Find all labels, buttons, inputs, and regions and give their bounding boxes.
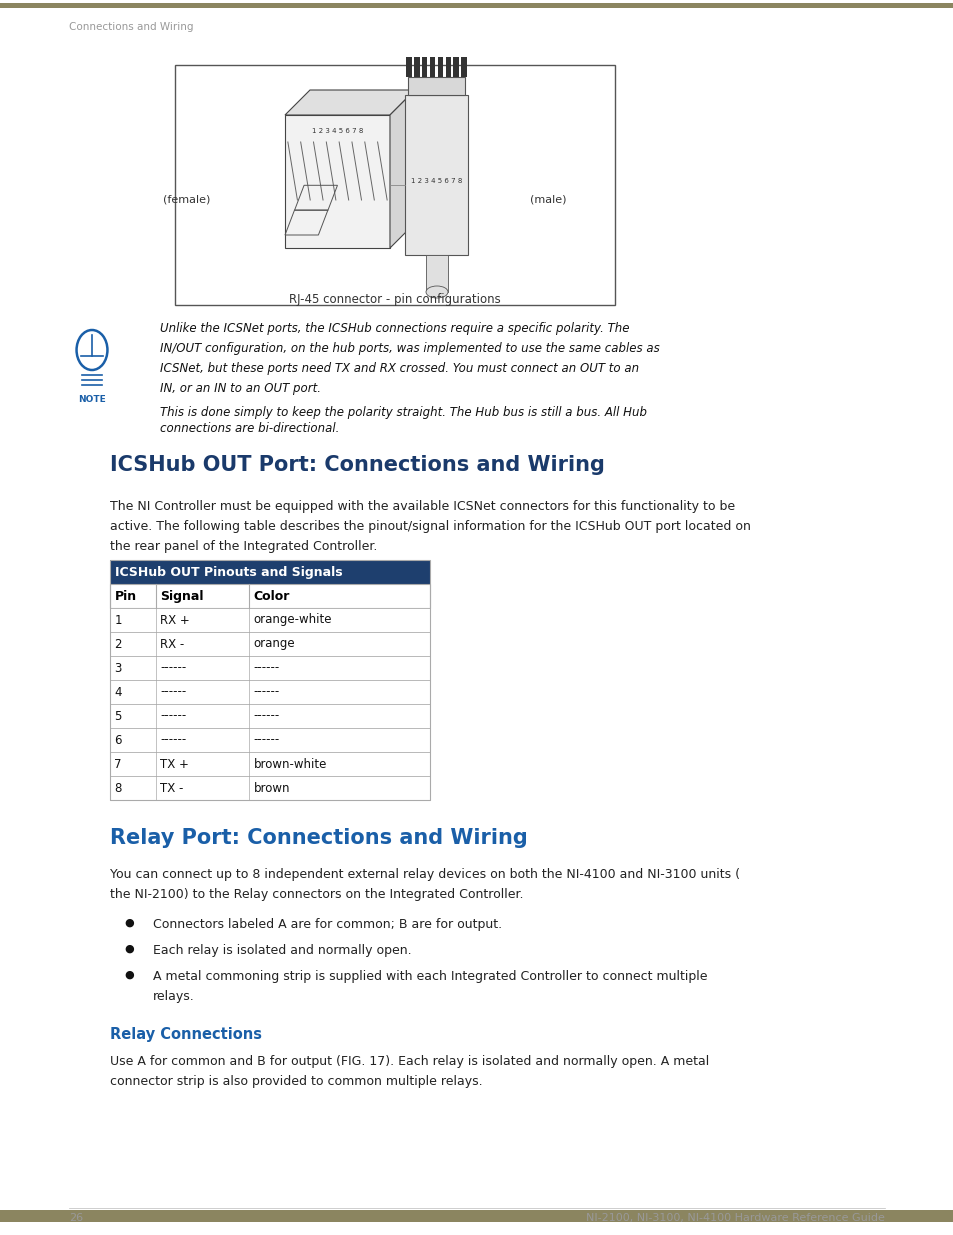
- Bar: [110, 656, 430, 680]
- Ellipse shape: [426, 287, 448, 298]
- Text: NOTE: NOTE: [78, 395, 106, 404]
- Text: connector strip is also provided to common multiple relays.: connector strip is also provided to comm…: [110, 1074, 482, 1088]
- Text: Connectors labeled A are for common; B are for output.: Connectors labeled A are for common; B a…: [152, 918, 501, 931]
- Bar: [0, 1210, 953, 1221]
- Bar: [110, 776, 430, 800]
- Bar: [285, 115, 390, 248]
- Text: Use A for common and B for output (FIG. 17). Each relay is isolated and normally: Use A for common and B for output (FIG. …: [110, 1055, 708, 1068]
- Text: 26: 26: [69, 1213, 83, 1223]
- Text: ------: ------: [160, 685, 187, 699]
- Text: ICSHub OUT Port: Connections and Wiring: ICSHub OUT Port: Connections and Wiring: [110, 454, 604, 475]
- Bar: [406, 57, 412, 77]
- Text: Color: Color: [253, 589, 290, 603]
- Text: ICSHub OUT Pinouts and Signals: ICSHub OUT Pinouts and Signals: [115, 566, 343, 578]
- Text: ●: ●: [124, 944, 133, 953]
- Text: IN, or an IN to an OUT port.: IN, or an IN to an OUT port.: [160, 382, 320, 395]
- Text: the NI-2100) to the Relay connectors on the Integrated Controller.: the NI-2100) to the Relay connectors on …: [110, 888, 522, 902]
- Text: This is done simply to keep the polarity straight. The Hub bus is still a bus. A: This is done simply to keep the polarity…: [160, 406, 646, 419]
- Text: TX +: TX +: [160, 757, 189, 771]
- Bar: [110, 632, 430, 656]
- Polygon shape: [285, 90, 415, 115]
- Text: Each relay is isolated and normally open.: Each relay is isolated and normally open…: [152, 944, 411, 957]
- Text: Signal: Signal: [160, 589, 204, 603]
- Bar: [110, 704, 430, 727]
- Text: Pin: Pin: [114, 589, 136, 603]
- Bar: [437, 57, 443, 77]
- Text: ●: ●: [124, 918, 133, 927]
- Text: ------: ------: [253, 734, 280, 746]
- Bar: [408, 77, 465, 95]
- Bar: [421, 57, 427, 77]
- Text: ●: ●: [124, 969, 133, 981]
- Text: You can connect up to 8 independent external relay devices on both the NI-4100 a: You can connect up to 8 independent exte…: [110, 868, 739, 881]
- Bar: [110, 727, 430, 752]
- Bar: [110, 752, 430, 776]
- Text: ------: ------: [160, 709, 187, 722]
- Bar: [414, 57, 419, 77]
- Text: 5: 5: [114, 709, 122, 722]
- Text: relays.: relays.: [152, 990, 194, 1003]
- Text: 1: 1: [114, 614, 122, 626]
- Text: 3: 3: [114, 662, 122, 674]
- Bar: [426, 254, 448, 291]
- Text: ------: ------: [253, 662, 280, 674]
- Bar: [0, 2, 953, 7]
- Text: Unlike the ICSNet ports, the ICSHub connections require a specific polarity. The: Unlike the ICSNet ports, the ICSHub conn…: [160, 322, 629, 335]
- Text: ------: ------: [253, 685, 280, 699]
- Bar: [110, 559, 430, 584]
- Text: TX -: TX -: [160, 782, 184, 794]
- Text: 8: 8: [114, 782, 122, 794]
- Bar: [405, 95, 468, 254]
- Text: RX +: RX +: [160, 614, 190, 626]
- Bar: [429, 57, 435, 77]
- Text: ------: ------: [160, 734, 187, 746]
- Text: ------: ------: [160, 662, 187, 674]
- Text: 4: 4: [114, 685, 122, 699]
- Text: (male): (male): [530, 195, 566, 205]
- Bar: [110, 680, 430, 704]
- Text: A metal commoning strip is supplied with each Integrated Controller to connect m: A metal commoning strip is supplied with…: [152, 969, 706, 983]
- Text: 6: 6: [114, 734, 122, 746]
- Bar: [174, 65, 615, 305]
- Circle shape: [76, 330, 108, 370]
- Text: the rear panel of the Integrated Controller.: the rear panel of the Integrated Control…: [110, 540, 376, 553]
- Text: active. The following table describes the pinout/signal information for the ICSH: active. The following table describes th…: [110, 520, 750, 534]
- Text: RX -: RX -: [160, 637, 184, 651]
- Text: IN/OUT configuration, on the hub ports, was implemented to use the same cables a: IN/OUT configuration, on the hub ports, …: [160, 342, 659, 354]
- Bar: [461, 57, 467, 77]
- Text: orange-white: orange-white: [253, 614, 332, 626]
- Text: Relay Port: Connections and Wiring: Relay Port: Connections and Wiring: [110, 827, 527, 848]
- Polygon shape: [390, 90, 415, 248]
- Bar: [453, 57, 458, 77]
- Bar: [110, 559, 430, 800]
- Text: orange: orange: [253, 637, 295, 651]
- Text: ------: ------: [253, 709, 280, 722]
- Text: 7: 7: [114, 757, 122, 771]
- Bar: [445, 57, 451, 77]
- Text: (female): (female): [162, 195, 210, 205]
- Text: connections are bi-directional.: connections are bi-directional.: [160, 422, 339, 435]
- Text: The NI Controller must be equipped with the available ICSNet connectors for this: The NI Controller must be equipped with …: [110, 500, 734, 513]
- Text: 2: 2: [114, 637, 122, 651]
- Text: brown: brown: [253, 782, 290, 794]
- Text: 1 2 3 4 5 6 7 8: 1 2 3 4 5 6 7 8: [312, 128, 363, 135]
- Bar: [110, 608, 430, 632]
- Text: NI-2100, NI-3100, NI-4100 Hardware Reference Guide: NI-2100, NI-3100, NI-4100 Hardware Refer…: [586, 1213, 884, 1223]
- Bar: [110, 584, 430, 608]
- Text: RJ-45 connector - pin configurations: RJ-45 connector - pin configurations: [289, 293, 500, 306]
- Text: ICSNet, but these ports need TX and RX crossed. You must connect an OUT to an: ICSNet, but these ports need TX and RX c…: [160, 362, 639, 375]
- Text: Connections and Wiring: Connections and Wiring: [69, 22, 193, 32]
- Text: brown-white: brown-white: [253, 757, 327, 771]
- Text: Relay Connections: Relay Connections: [110, 1028, 261, 1042]
- Text: 1 2 3 4 5 6 7 8: 1 2 3 4 5 6 7 8: [411, 178, 461, 184]
